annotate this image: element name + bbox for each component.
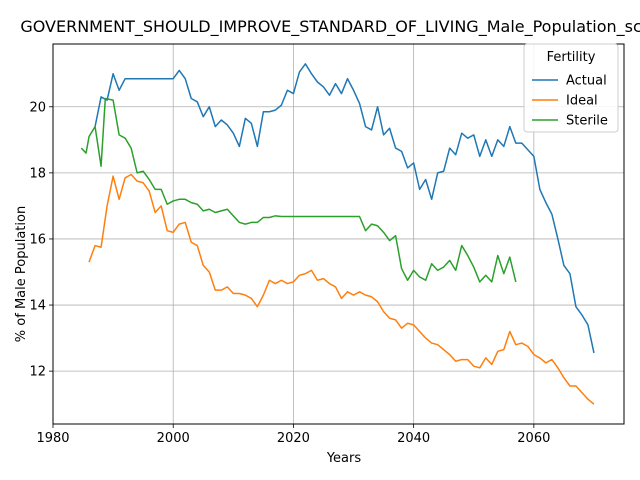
x-tick-label: 1980: [36, 431, 69, 446]
series-line-actual: [94, 63, 595, 354]
axis-ticks: 1980 2000 2020 2040 2060 12 14 16 18 20: [29, 100, 550, 446]
series-line-ideal: [88, 173, 595, 405]
x-tick-label: 2040: [397, 431, 430, 446]
legend-label-sterile: Sterile: [566, 114, 608, 129]
y-tick-label: 14: [29, 299, 46, 314]
x-tick-label: 2000: [157, 431, 190, 446]
plot-frame: [52, 43, 625, 425]
x-axis-label: Years: [326, 451, 362, 466]
series-lines: [80, 63, 595, 405]
y-tick-label: 16: [29, 232, 46, 247]
legend-label-actual: Actual: [566, 74, 607, 89]
y-tick-label: 18: [29, 166, 46, 181]
legend: Fertility Actual Ideal Sterile: [523, 43, 619, 133]
x-tick-label: 2020: [277, 431, 310, 446]
y-tick-label: 20: [29, 100, 46, 115]
y-axis-label: % of Male Population: [14, 206, 29, 342]
y-tick-label: 12: [29, 365, 46, 380]
series-line-sterile: [80, 97, 517, 283]
legend-label-ideal: Ideal: [566, 94, 598, 109]
legend-title: Fertility: [547, 50, 596, 65]
chart-title: GOVERNMENT_SHOULD_IMPROVE_STANDARD_OF_LI…: [20, 17, 640, 37]
legend-box: [523, 43, 619, 133]
x-tick-label: 2060: [517, 431, 550, 446]
